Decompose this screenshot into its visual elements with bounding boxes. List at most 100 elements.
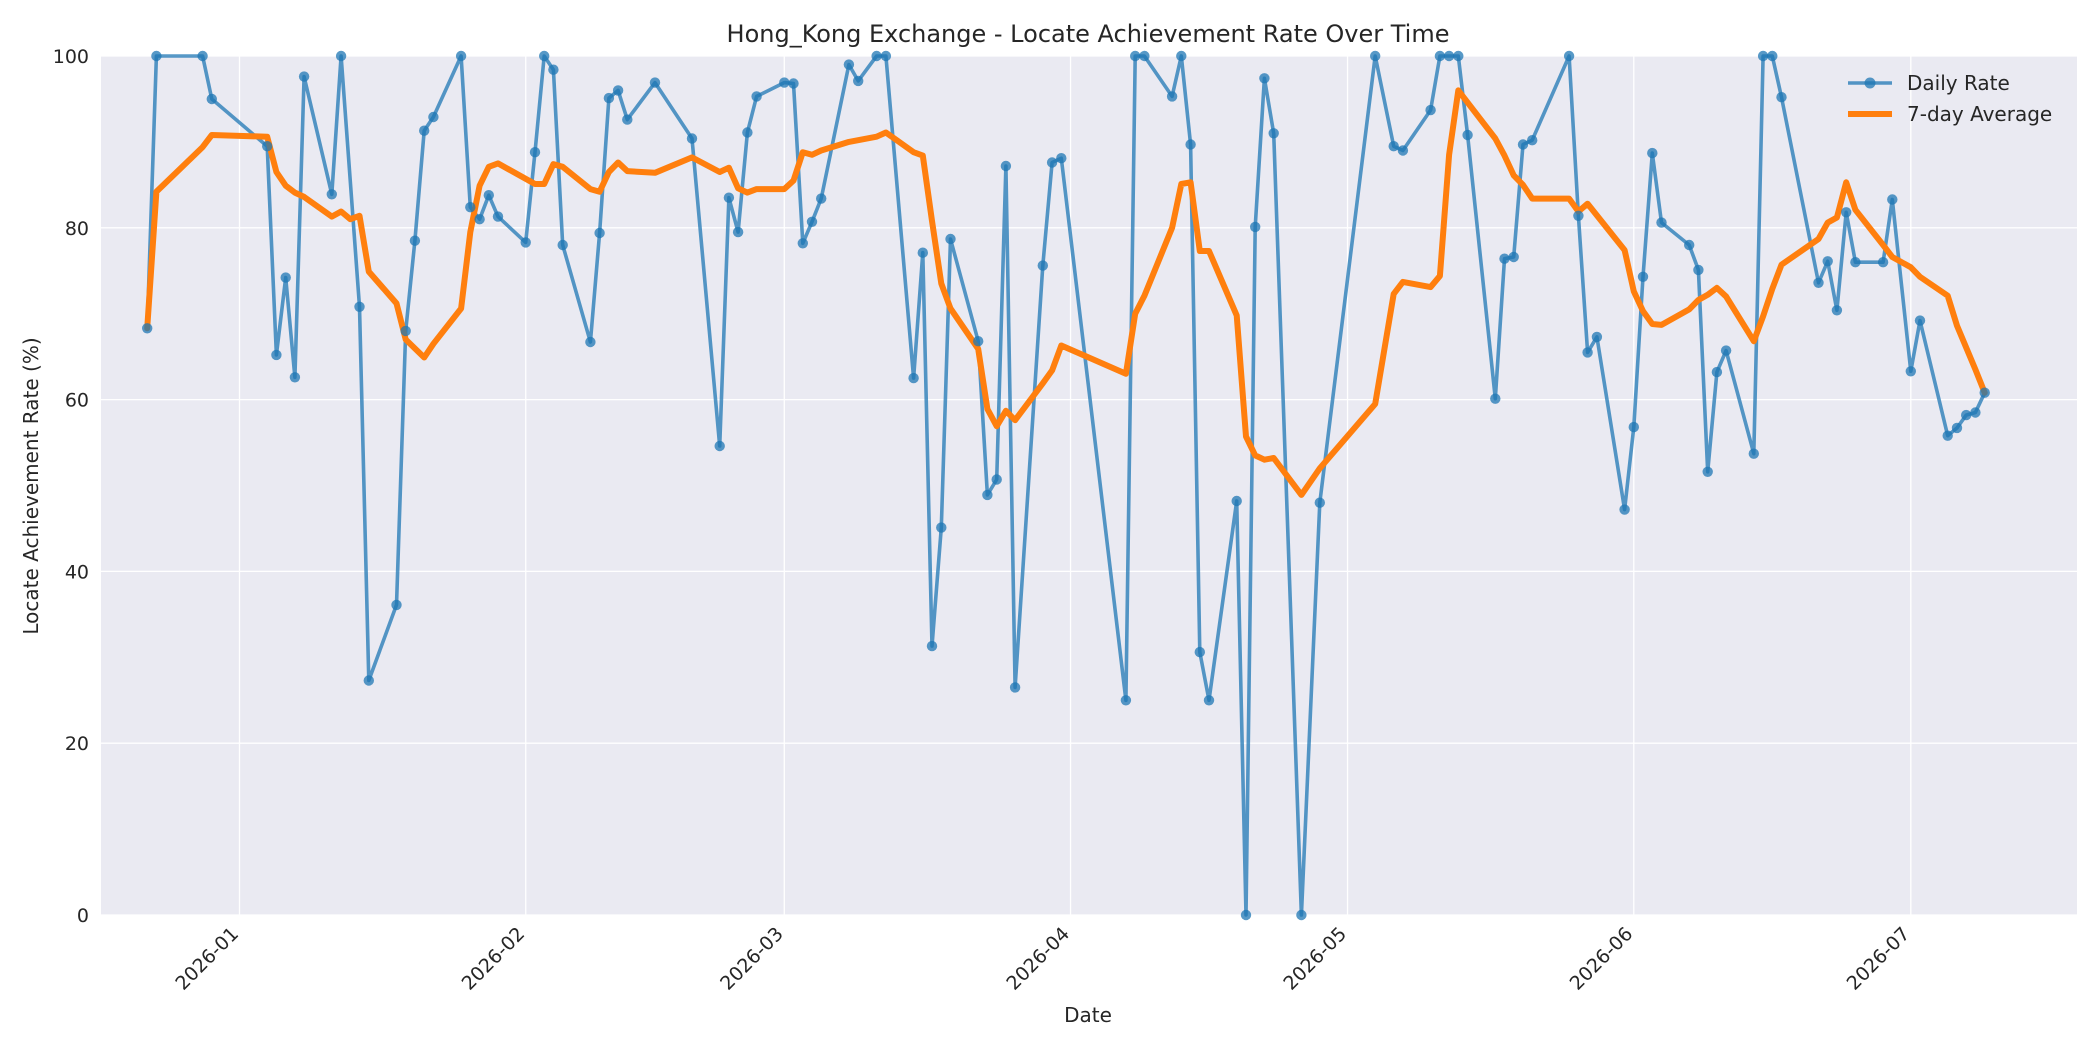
daily-rate-point: [1397, 145, 1409, 156]
daily-rate-point: [326, 189, 337, 200]
daily-rate-point: [1259, 73, 1270, 84]
x-tick-label: 2026-04: [1002, 923, 1074, 995]
daily-rate-point: [1185, 139, 1196, 150]
daily-rate-point: [1877, 257, 1889, 268]
daily-rate-point: [622, 114, 633, 125]
daily-rate-point: [1037, 260, 1049, 271]
x-tick-label: 2026-05: [1279, 923, 1351, 995]
daily-rate-point: [732, 226, 744, 238]
daily-rate-point: [779, 77, 790, 88]
daily-rate-point: [197, 50, 208, 62]
daily-rate-point: [871, 50, 882, 62]
daily-rate-point: [880, 50, 892, 62]
daily-rate-point: [1684, 239, 1695, 251]
daily-rate-point: [1619, 504, 1630, 515]
daily-rate-point: [945, 233, 956, 245]
daily-rate-point: [1748, 448, 1760, 459]
daily-rate-point: [520, 237, 531, 248]
y-tick-label: 100: [53, 46, 89, 68]
daily-rate-point: [1951, 422, 1963, 434]
y-tick-label: 0: [77, 905, 89, 927]
daily-rate-point: [1499, 253, 1510, 264]
x-tick-label: 2026-07: [1843, 923, 1915, 995]
daily-rate-point: [1720, 345, 1732, 356]
daily-rate-point: [1388, 141, 1399, 152]
daily-rate-point: [409, 235, 421, 246]
daily-rate-point: [603, 92, 615, 104]
daily-rate-point: [843, 59, 855, 70]
y-axis-label: Locate Achievement Rate (%): [19, 337, 43, 634]
daily-rate-point: [206, 93, 217, 105]
daily-rate-point: [1508, 251, 1519, 263]
daily-rate-point: [594, 227, 605, 239]
y-tick-label: 80: [65, 218, 89, 240]
daily-rate-point: [289, 372, 301, 383]
daily-rate-point: [1370, 50, 1381, 62]
legend: Daily Rate 7-day Average: [1848, 71, 2052, 126]
daily-rate-point: [1462, 129, 1473, 141]
daily-rate-point: [1240, 909, 1252, 921]
legend-7day-average-label: 7-day Average: [1907, 102, 2052, 126]
y-axis-ticks: 0 20 40 60 80 100: [53, 46, 89, 927]
daily-rate-point: [1268, 128, 1279, 139]
daily-rate-point: [714, 440, 725, 452]
daily-rate-point: [262, 141, 273, 152]
daily-rate-point: [455, 50, 467, 62]
daily-rate-point: [612, 85, 624, 96]
daily-rate-point: [686, 133, 698, 144]
daily-rate-point: [1647, 147, 1658, 159]
daily-rate-point: [908, 372, 919, 384]
daily-rate-point: [917, 247, 928, 258]
daily-rate-point: [1314, 497, 1326, 508]
x-tick-label: 2026-01: [171, 923, 243, 995]
daily-rate-point: [1046, 157, 1058, 168]
daily-rate-point: [557, 239, 568, 251]
daily-rate-point: [806, 216, 818, 227]
daily-rate-point: [1203, 695, 1215, 706]
daily-rate-point: [1563, 50, 1575, 62]
daily-rate-point: [982, 489, 993, 501]
x-axis-label: Date: [1064, 1003, 1112, 1027]
x-tick-label: 2026-06: [1566, 923, 1638, 995]
daily-rate-point: [1841, 207, 1852, 218]
daily-rate-point: [1120, 695, 1132, 706]
daily-rate-point: [1656, 217, 1667, 228]
daily-rate-point: [1231, 495, 1242, 507]
legend-daily-rate-label: Daily Rate: [1907, 71, 2010, 95]
daily-rate-point: [1250, 221, 1261, 233]
daily-rate-point: [797, 238, 808, 249]
daily-rate-point: [548, 64, 559, 75]
x-tick-label: 2026-03: [716, 923, 788, 995]
chart-title: Hong_Kong Exchange - Locate Achievement …: [727, 20, 1450, 48]
daily-rate-point: [1434, 50, 1446, 62]
daily-rate-point: [1009, 682, 1021, 693]
grid: [101, 55, 2077, 916]
daily-rate-point: [1979, 387, 1990, 398]
daily-rate-point: [1905, 366, 1917, 377]
daily-rate-point: [142, 323, 153, 334]
daily-rate-point: [1850, 257, 1861, 268]
daily-rate-point: [1582, 347, 1593, 358]
daily-rate-point: [585, 336, 596, 348]
daily-rate-point: [649, 77, 661, 88]
daily-rate-point: [936, 522, 947, 533]
daily-rate-point: [1637, 271, 1649, 282]
daily-rate-point: [1425, 104, 1436, 116]
daily-rate-point: [465, 202, 476, 213]
daily-rate-point: [298, 71, 310, 82]
daily-rate-point: [853, 75, 864, 87]
daily-rate-point: [1527, 135, 1538, 146]
daily-rate-point: [1914, 315, 1926, 326]
y-tick-label: 40: [65, 561, 89, 583]
daily-rate-point: [529, 147, 541, 158]
daily-rate-point: [271, 349, 282, 361]
daily-rate-point: [788, 78, 799, 89]
seven-day-average-line: [144, 87, 1988, 498]
daily-rate-point: [1628, 421, 1640, 433]
daily-rate-point: [474, 214, 485, 225]
daily-rate-point: [280, 272, 291, 283]
plot-area: [101, 56, 2077, 915]
daily-rate-point: [1970, 407, 1981, 418]
